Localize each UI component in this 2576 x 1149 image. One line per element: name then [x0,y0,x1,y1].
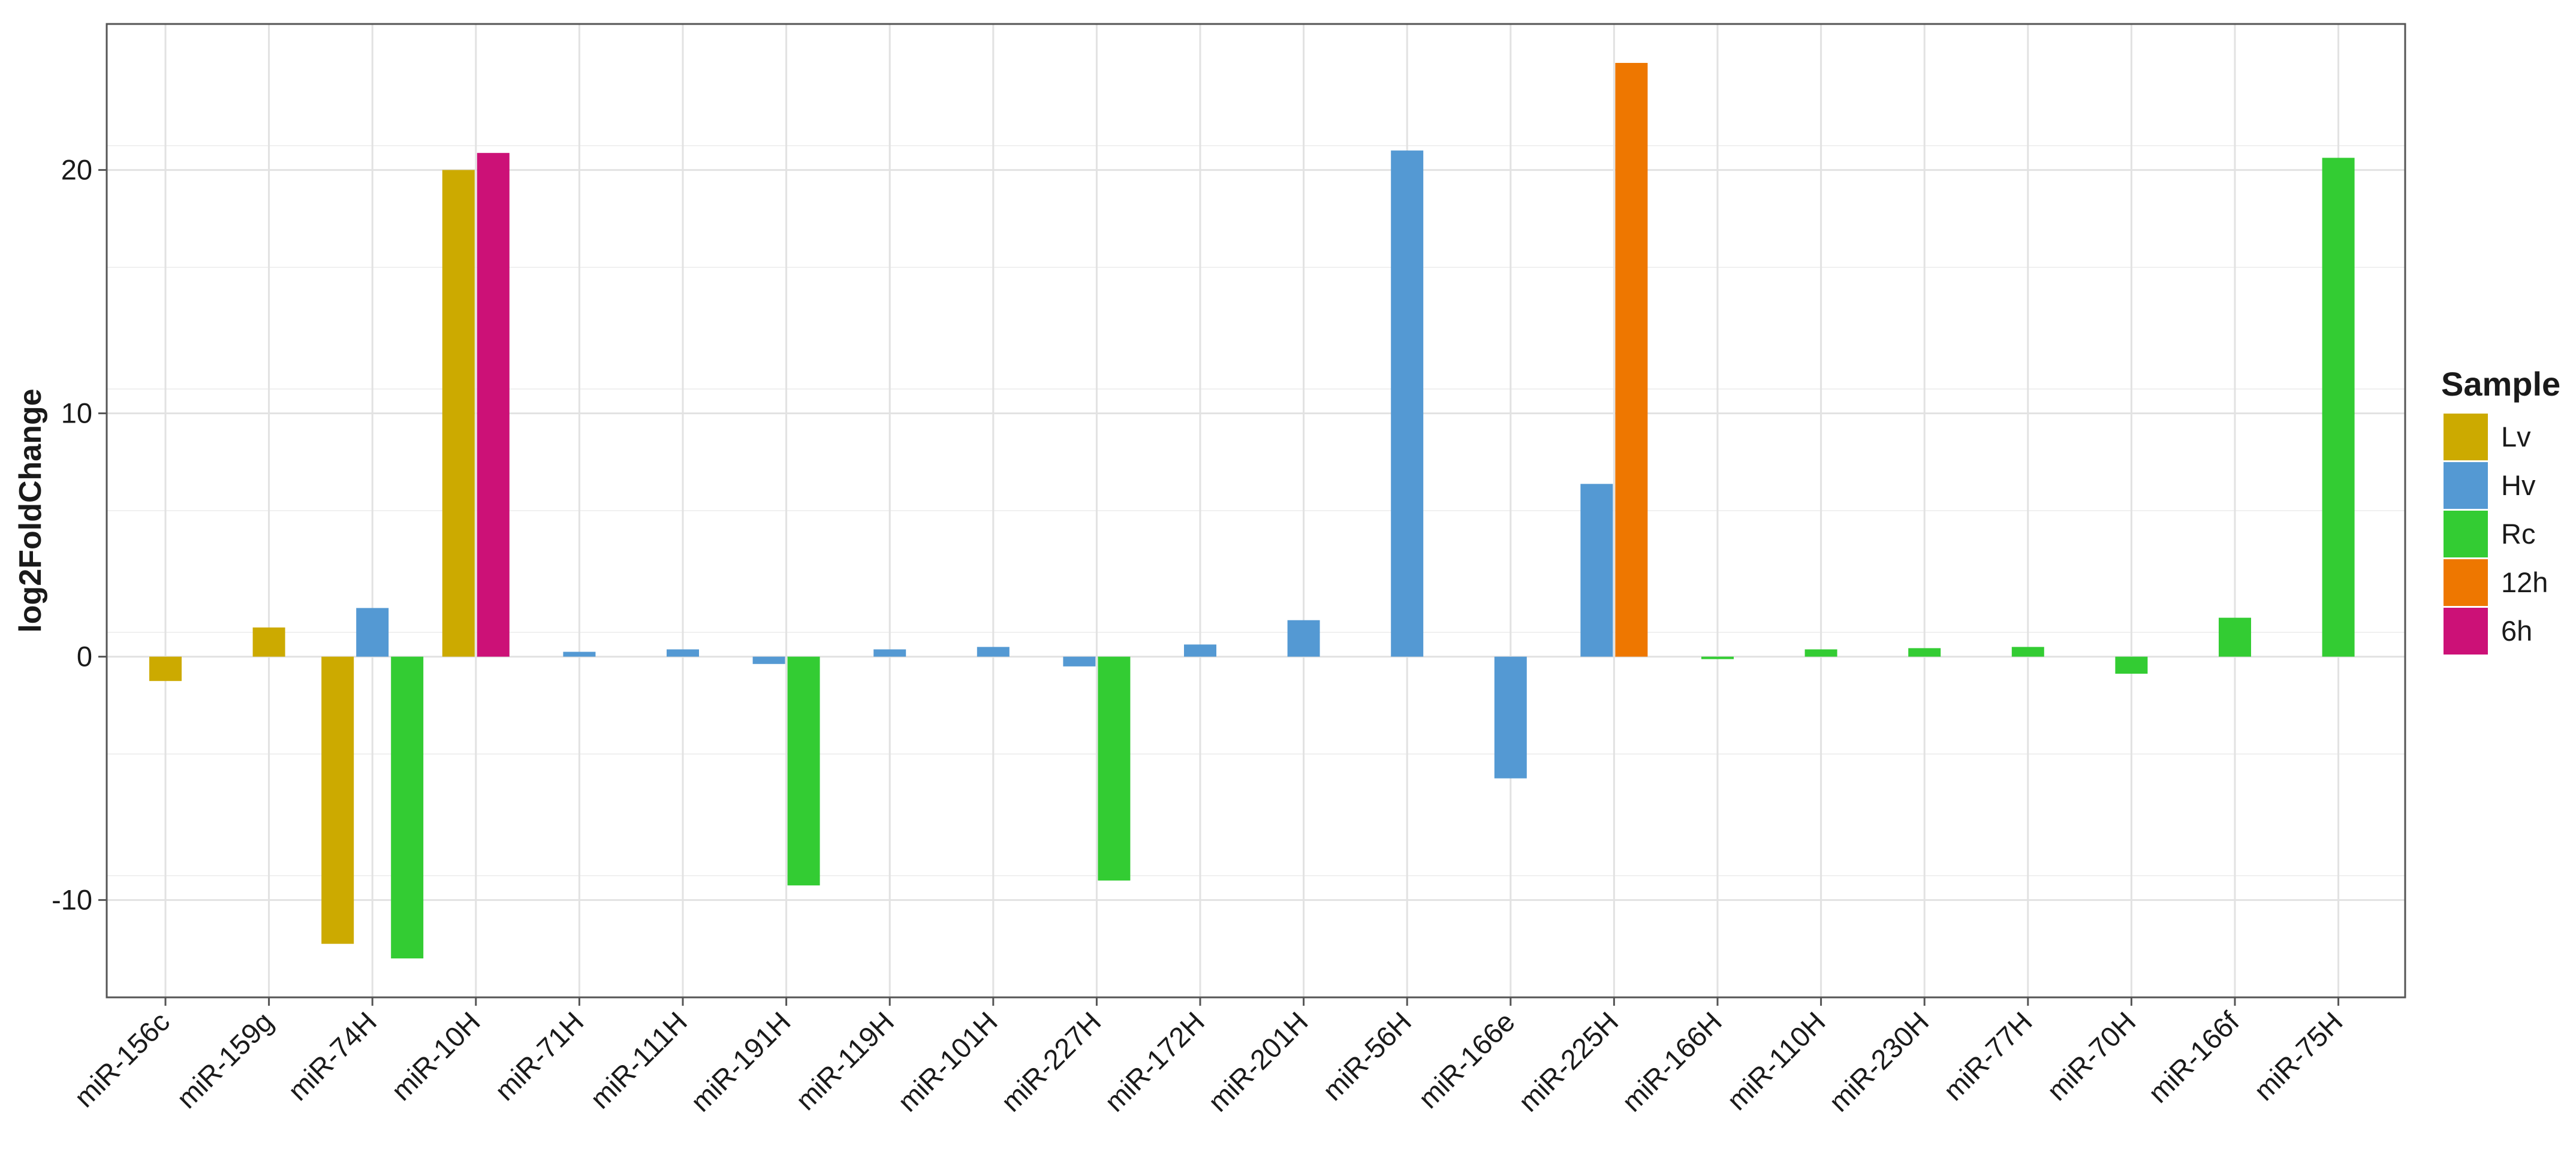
y-tick-label: 20 [61,154,92,186]
legend-label-12h: 12h [2501,566,2548,598]
bar-mir-156c-lv [149,656,182,681]
legend-label-lv: Lv [2501,421,2531,453]
x-tick-label: miR-110H [1721,1006,1831,1117]
bar-mir-201h-hv [1287,620,1320,657]
bar-mir-101h-hv [977,647,1010,657]
legend-key-hv [2444,462,2488,509]
bar-mir-74h-rc [391,656,424,959]
legend-title: Sample [2441,365,2560,403]
bar-mir-172h-hv [1184,644,1216,657]
x-tick-label: miR-225H [1512,1006,1624,1118]
legend: Sample Lv Hv Rc 12h 6h [2441,365,2560,655]
y-axis-title: log2FoldChange [13,388,48,632]
x-tick-label: miR-77H [1937,1006,2038,1107]
y-tick-label: 0 [77,641,92,672]
y-tick-label: 10 [61,397,92,429]
bar-mir-110h-rc [1804,649,1837,657]
bar-mir-10h-lv [442,170,475,657]
bar-mir-227h-hv [1063,656,1096,667]
x-tick-label: miR-111H [584,1006,693,1115]
legend-key-6h [2444,608,2488,655]
x-tick-label: miR-172H [1098,1006,1210,1118]
bar-mir-159g-lv [252,627,285,657]
x-tick-label: miR-71H [489,1006,590,1107]
legend-label-6h: 6h [2501,615,2532,647]
y-tick-label: -10 [52,884,92,916]
legend-key-12h [2444,559,2488,606]
bar-mir-166e-hv [1494,656,1527,779]
x-tick-label: miR-227H [995,1006,1107,1118]
legend-label-hv: Hv [2501,469,2536,501]
x-tick-label: miR-159g [170,1006,279,1115]
bar-mir-191h-hv [752,656,785,664]
legend-label-rc: Rc [2501,518,2535,550]
y-axis: -10 0 10 20 [52,154,107,916]
x-tick-label: miR-166f [2142,1005,2246,1109]
x-tick-label: miR-75H [2247,1006,2349,1107]
bar-mir-10h-6h [477,153,510,657]
bar-mir-225h-12h [1615,62,1648,657]
bar-mir-166h-rc [1701,656,1734,659]
legend-key-rc [2444,511,2488,557]
bar-mir-227h-rc [1098,656,1131,881]
bar-mir-74h-lv [321,656,354,944]
x-tick-label: miR-70H [2041,1006,2142,1107]
x-tick-label: miR-74H [282,1006,383,1107]
bar-mir-225h-hv [1580,484,1613,657]
bar-mir-56h-hv [1391,150,1424,657]
legend-key-lv [2444,414,2488,460]
x-tick-label: miR-166H [1616,1006,1728,1118]
bars [149,62,2355,959]
bar-mir-111h-hv [667,649,699,657]
x-tick-label: miR-191H [685,1006,797,1118]
bar-mir-74h-hv [356,608,389,657]
bar-mir-119h-hv [873,649,906,657]
bar-mir-71h-hv [563,652,596,657]
x-tick-label: miR-56H [1316,1006,1418,1107]
bar-mir-230h-rc [1908,648,1941,657]
panel-border [106,23,2406,999]
bar-mir-77h-rc [2011,647,2044,657]
x-tick-label: miR-156c [68,1006,176,1114]
x-tick-label: miR-119H [790,1006,900,1117]
bar-mir-191h-rc [787,656,820,886]
x-tick-label: miR-101H [891,1006,1004,1118]
bar-mir-75h-rc [2322,158,2355,657]
bar-mir-166f-rc [2219,617,2251,657]
bar-mir-70h-rc [2115,656,2148,674]
x-tick-label: miR-201H [1202,1006,1314,1118]
x-tick-label: miR-166e [1412,1006,1521,1115]
x-tick-label: miR-10H [385,1006,486,1107]
x-tick-label: miR-230H [1822,1006,1935,1118]
